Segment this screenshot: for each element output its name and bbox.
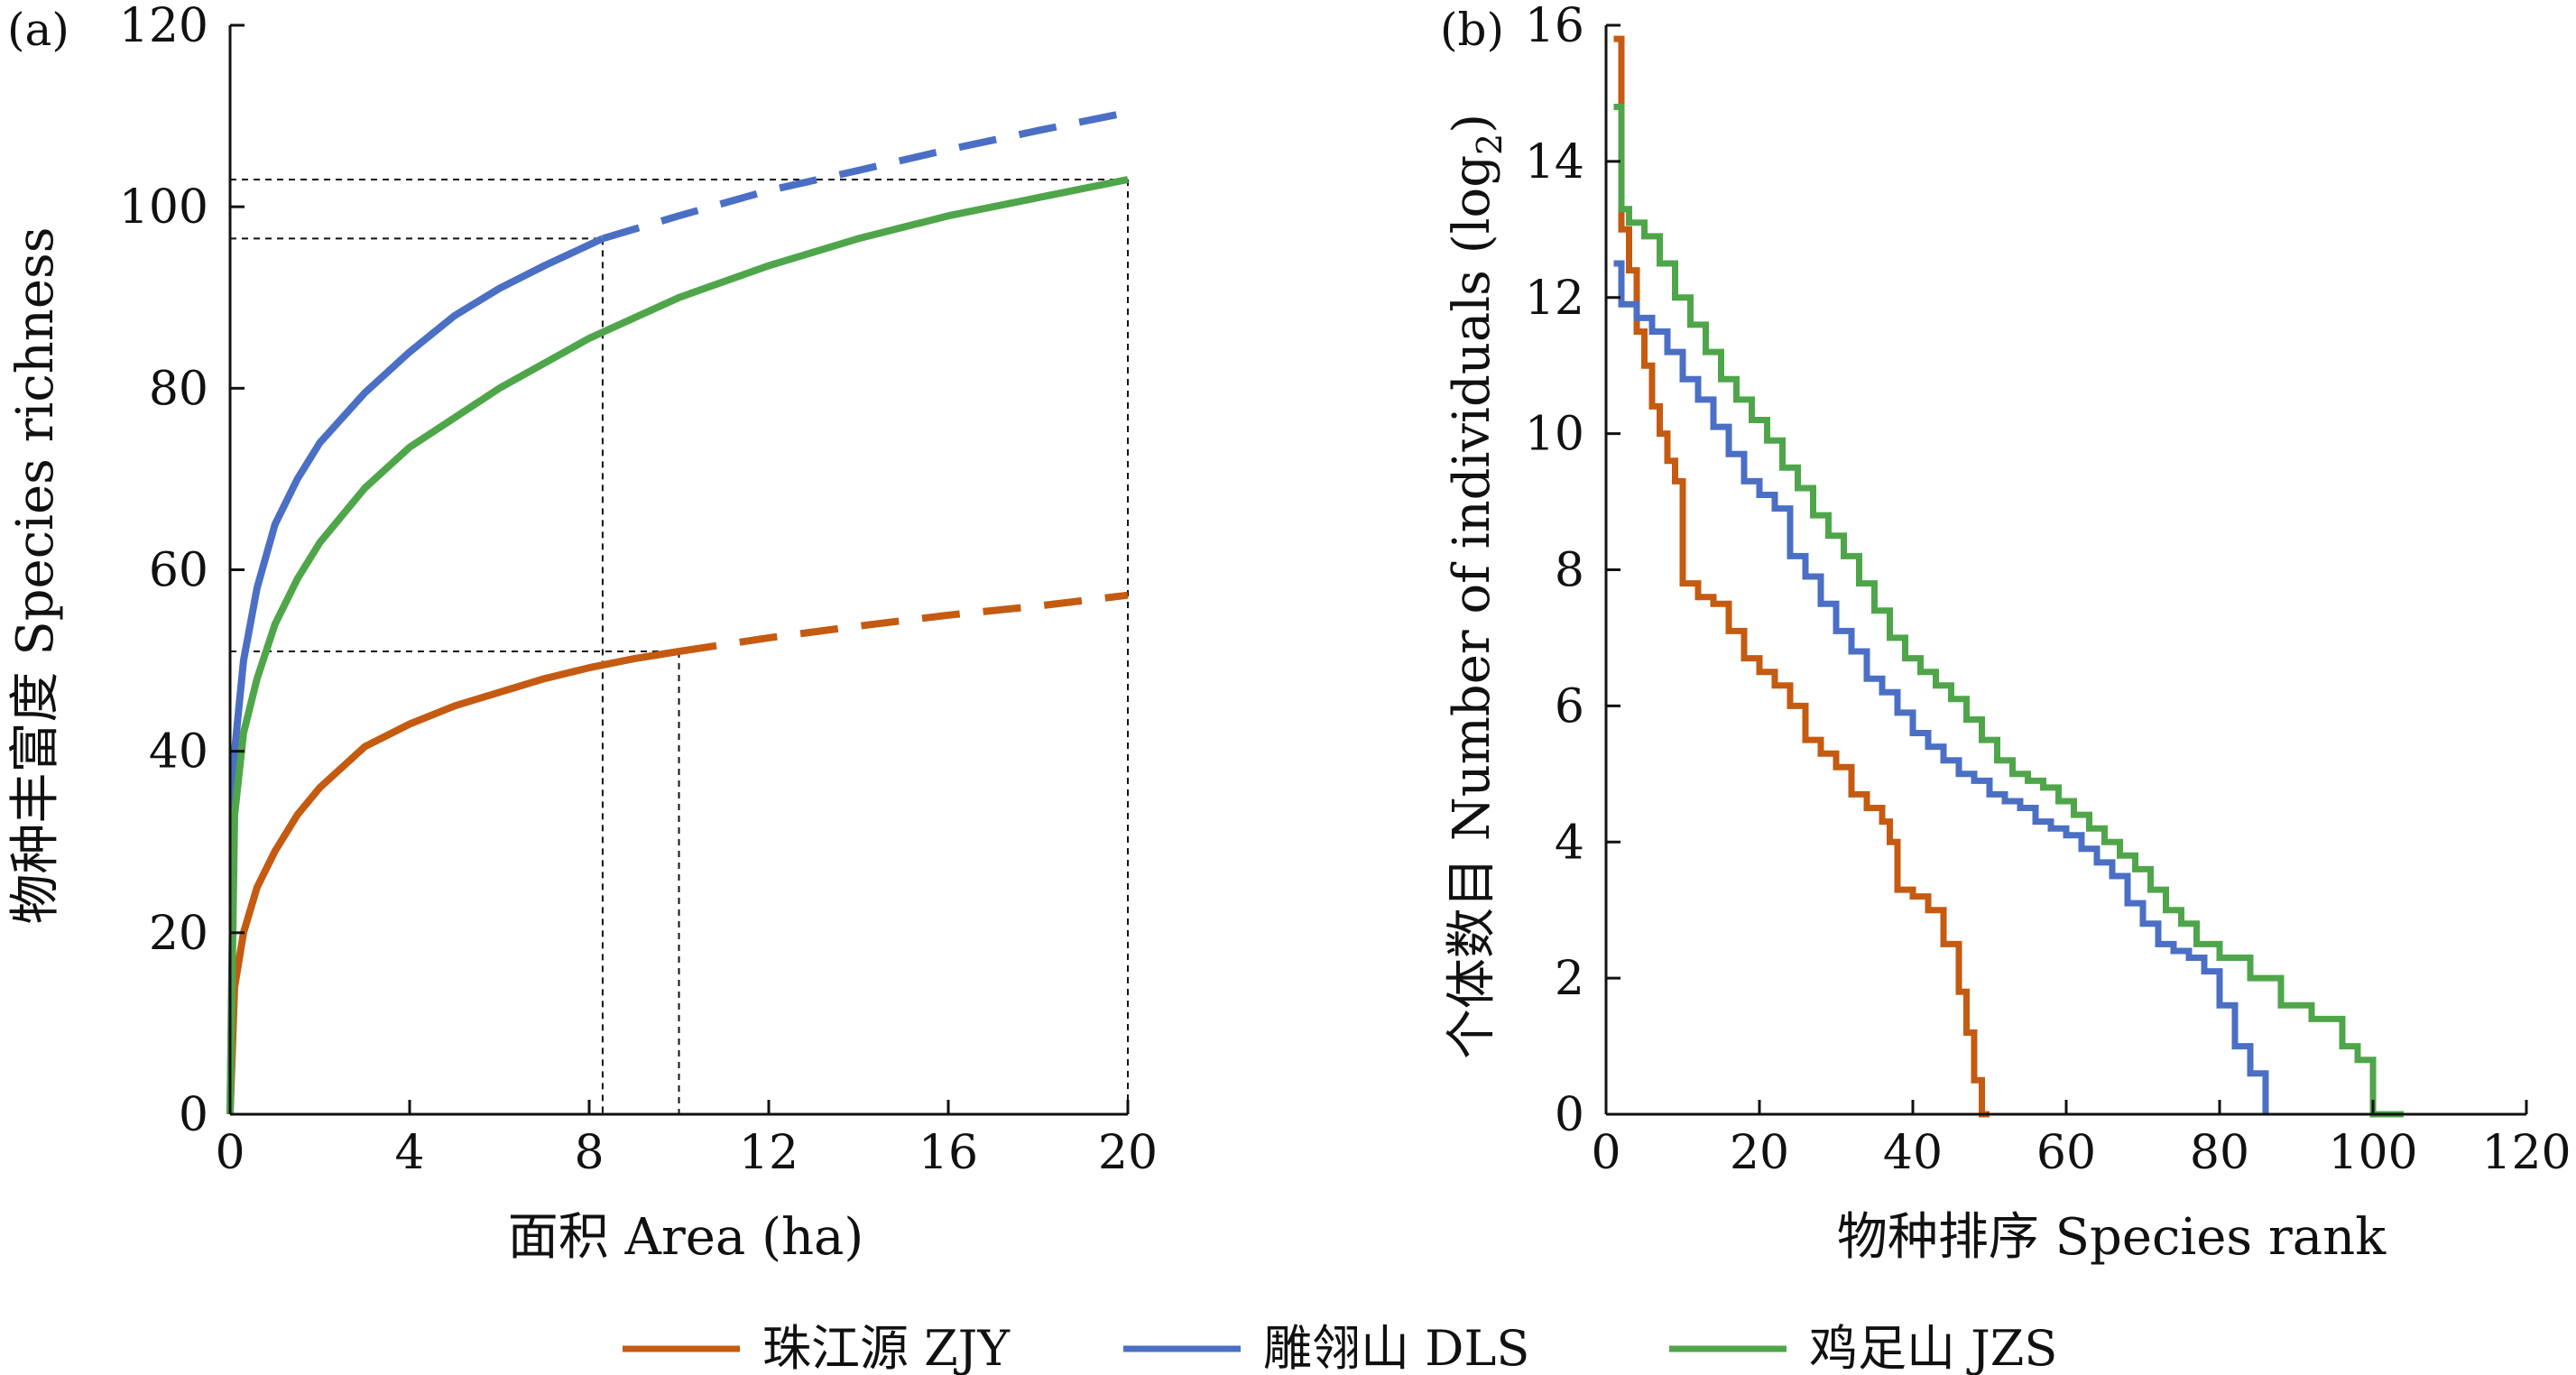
x-tick-label: 120 <box>2481 1126 2571 1180</box>
legend-label-dls: 雕翎山 DLS <box>1263 1320 1529 1375</box>
series-jzs <box>1613 104 2404 1118</box>
y-tick-label: 20 <box>149 907 208 961</box>
y-tick-label: 14 <box>1525 135 1584 189</box>
axes <box>1604 23 2528 1116</box>
x-tick-label: 16 <box>919 1126 978 1180</box>
y-tick-label: 12 <box>1525 272 1584 326</box>
series-dls-extrapolated <box>601 108 1129 243</box>
y-tick-label: 10 <box>1525 408 1584 462</box>
y-axis-title-main: 个体数目 Number of individuals (log <box>1443 155 1501 1059</box>
y-tick-label: 2 <box>1555 952 1584 1006</box>
x-axis-title: 面积 Area (ha) <box>508 1208 864 1267</box>
y-axis-title: 个体数目 Number of individuals (log2) <box>1443 114 1510 1059</box>
reference-lines <box>230 178 1129 1114</box>
y-tick-label: 4 <box>1555 816 1584 870</box>
panel-a: (a) 0 20 40 60 80 100 120 0 4 8 12 16 20 面积 Area (h… <box>6 0 1158 1267</box>
series-dls-observed <box>226 235 605 1115</box>
x-tick-label: 100 <box>2328 1126 2417 1180</box>
y-tick-labels: 0 2 4 6 8 10 12 14 16 <box>1525 0 1584 1142</box>
x-tick-label: 80 <box>2190 1126 2249 1180</box>
y-tick-label: 100 <box>119 180 208 235</box>
y-tick-label: 16 <box>1525 0 1584 53</box>
x-tick-label: 0 <box>215 1126 245 1180</box>
y-tick-label: 80 <box>149 362 208 416</box>
y-tick-label: 120 <box>119 0 208 53</box>
y-tick-label: 0 <box>179 1088 208 1142</box>
series-zjy-extrapolated <box>678 591 1129 655</box>
x-tick-label: 8 <box>574 1126 604 1180</box>
axes <box>228 23 1130 1116</box>
series-dls <box>1613 260 2269 1114</box>
panel-a-label: (a) <box>7 4 69 56</box>
y-tick-label: 40 <box>149 725 208 780</box>
y-axis-title: 物种丰富度 Species richness <box>6 227 65 925</box>
x-tick-label: 12 <box>739 1126 799 1180</box>
x-tick-labels: 0 20 40 60 80 100 120 <box>1591 1126 2571 1180</box>
series-jzs-observed <box>226 176 1129 1115</box>
x-tick-label: 0 <box>1591 1126 1620 1180</box>
x-tick-labels: 0 4 8 12 16 20 <box>215 1126 1158 1180</box>
legend: 珠江源 ZJY 雕翎山 DLS 鸡足山 JZS <box>623 1320 2057 1375</box>
legend-label-jzs: 鸡足山 JZS <box>1809 1320 2057 1375</box>
y-tick-label: 6 <box>1555 679 1584 734</box>
y-tick-label: 0 <box>1555 1088 1584 1142</box>
series-zjy <box>1613 35 1990 1118</box>
series-lines <box>226 108 1129 1115</box>
y-tick-label: 8 <box>1555 544 1584 598</box>
x-axis-title: 物种排序 Species rank <box>1837 1208 2387 1267</box>
x-tick-label: 40 <box>1883 1126 1943 1180</box>
panel-b: (b) 0 2 4 6 8 10 12 14 16 0 20 40 60 80 100 120 物种排序 S… <box>1440 0 2571 1267</box>
y-tick-labels: 0 20 40 60 80 100 120 <box>119 0 208 1142</box>
y-axis-title-suffix: ) <box>1443 114 1501 134</box>
series-lines <box>1613 35 2404 1118</box>
panel-b-label: (b) <box>1440 4 1504 56</box>
series-zjy-observed <box>226 648 680 1115</box>
y-tick-label: 60 <box>149 544 208 598</box>
x-tick-label: 20 <box>1730 1126 1789 1180</box>
x-tick-label: 4 <box>394 1126 424 1180</box>
y-axis-title-subscript: 2 <box>1470 134 1510 155</box>
x-tick-label: 60 <box>2036 1126 2096 1180</box>
legend-label-zjy: 珠江源 ZJY <box>762 1320 1011 1375</box>
x-tick-label: 20 <box>1098 1126 1158 1180</box>
